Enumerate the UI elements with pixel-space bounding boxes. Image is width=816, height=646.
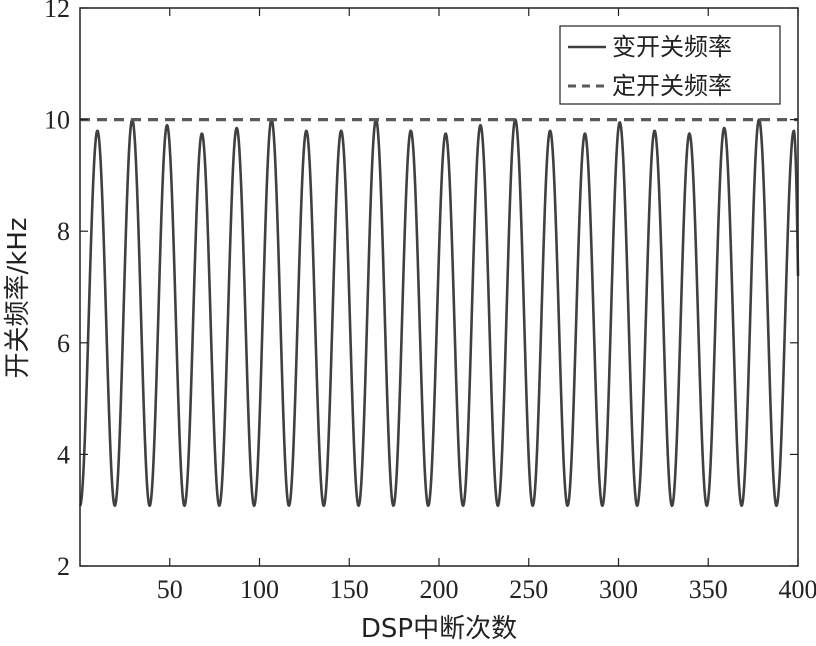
x-axis-label: DSP中断次数 <box>361 614 517 644</box>
series-variable-frequency-line <box>78 118 800 508</box>
x-tick-label: 350 <box>689 575 728 604</box>
legend-box <box>559 25 781 105</box>
y-tick-label: 12 <box>44 0 70 23</box>
x-tick-label: 250 <box>509 575 548 604</box>
legend-label-variable: 变开关频率 <box>612 33 732 61</box>
y-tick-label: 6 <box>57 329 70 358</box>
x-tick-label: 50 <box>157 575 183 604</box>
series-layer <box>78 117 800 508</box>
y-tick-label: 8 <box>57 217 70 246</box>
x-tick-label: 200 <box>420 575 459 604</box>
tick-layer: 50 100 150 200 250 300 350 400 2 4 6 8 10 12 <box>44 0 816 604</box>
y-tick-label: 2 <box>57 552 70 581</box>
legend: 变开关频率 定开关频率 <box>559 25 781 105</box>
y-tick-label: 10 <box>44 106 70 135</box>
x-tick-label: 150 <box>330 575 369 604</box>
x-tick-label: 100 <box>240 575 279 604</box>
legend-label-fixed: 定开关频率 <box>612 72 732 100</box>
x-tick-label: 400 <box>779 575 816 604</box>
y-tick-label: 4 <box>57 440 70 469</box>
x-tick-label: 300 <box>599 575 638 604</box>
y-axis-label: 开关频率/kHz <box>3 217 33 378</box>
